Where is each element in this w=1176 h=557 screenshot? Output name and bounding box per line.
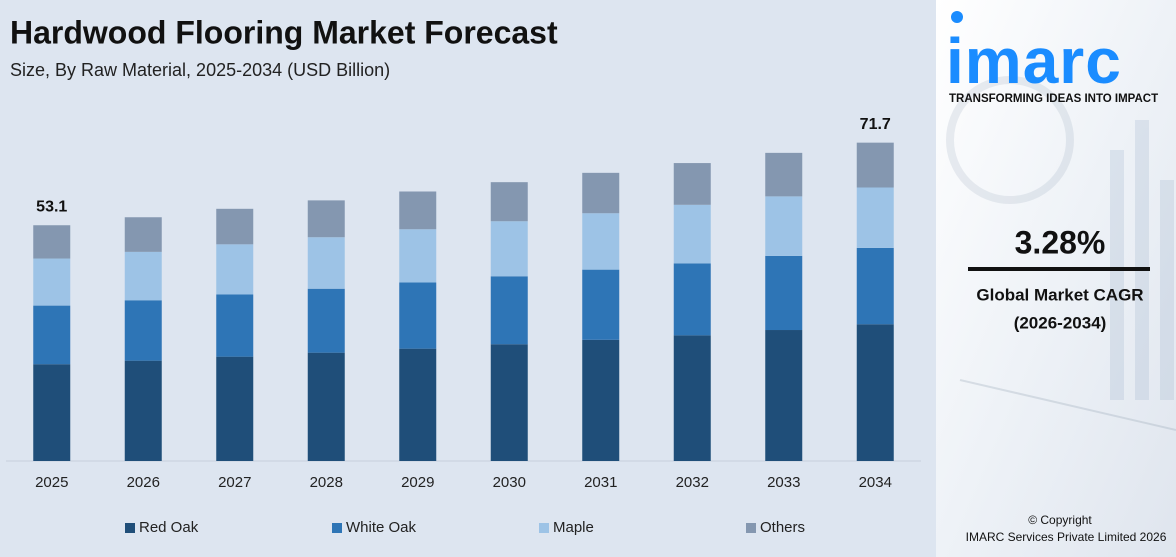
x-tick-label: 2033 xyxy=(767,474,800,491)
chart-title: Hardwood Flooring Market Forecast xyxy=(10,14,558,50)
bar-segment xyxy=(490,182,528,222)
legend-label: Maple xyxy=(553,519,594,536)
bar-segment xyxy=(307,200,345,238)
bar-segment xyxy=(765,255,803,331)
cagr-label: Global Market CAGR xyxy=(976,285,1143,304)
bar-segment xyxy=(490,221,528,277)
bar-segment xyxy=(399,229,437,283)
cagr-period: (2026-2034) xyxy=(1014,313,1107,332)
bar-segment xyxy=(124,217,162,252)
bar-segment xyxy=(216,244,254,295)
bar-segment xyxy=(124,300,162,361)
bar-segment xyxy=(307,352,345,461)
bar-segment xyxy=(124,251,162,301)
bar-segment xyxy=(33,305,71,365)
bar-segment xyxy=(307,288,345,353)
side-decoration xyxy=(946,76,1176,431)
bar-segment xyxy=(673,204,711,264)
legend-swatch xyxy=(125,523,135,533)
bar-segment xyxy=(765,196,803,256)
bar-segment xyxy=(490,344,528,461)
x-tick-label: 2029 xyxy=(401,474,434,491)
x-tick-label: 2031 xyxy=(584,474,617,491)
x-tick-label: 2030 xyxy=(493,474,526,491)
legend-swatch xyxy=(746,523,756,533)
bar-segment xyxy=(216,294,254,357)
chart-subtitle: Size, By Raw Material, 2025-2034 (USD Bi… xyxy=(10,60,390,80)
x-tick-label: 2026 xyxy=(127,474,160,491)
x-tick-label: 2034 xyxy=(859,474,892,491)
total-label: 71.7 xyxy=(860,116,891,133)
bar-segment xyxy=(33,364,71,461)
copyright: © Copyright xyxy=(1028,513,1092,527)
bar-segment xyxy=(673,335,711,461)
company: IMARC Services Private Limited 2026 xyxy=(966,530,1167,544)
bar-segment xyxy=(399,348,437,461)
bar-segment xyxy=(582,269,620,340)
legend-swatch xyxy=(539,523,549,533)
legend-label: Others xyxy=(760,519,805,536)
bar-segment xyxy=(673,163,711,205)
bar-segment xyxy=(765,330,803,461)
bar-segment xyxy=(856,142,894,188)
bar-segment xyxy=(582,339,620,461)
bar-segment xyxy=(33,258,71,306)
side-panel-background xyxy=(936,0,1176,557)
bar-segment xyxy=(856,187,894,248)
legend-swatch xyxy=(332,523,342,533)
bar-segment xyxy=(673,263,711,336)
bar-segment xyxy=(307,237,345,289)
bar-segment xyxy=(490,276,528,345)
tagline: TRANSFORMING IDEAS INTO IMPACT xyxy=(949,93,1158,105)
bar-segment xyxy=(582,172,620,214)
logo: imarc xyxy=(946,25,1122,97)
x-tick-label: 2032 xyxy=(676,474,709,491)
total-label: 53.1 xyxy=(36,198,67,215)
bar-segment xyxy=(399,191,437,230)
x-tick-label: 2028 xyxy=(310,474,343,491)
cagr-value: 3.28% xyxy=(1015,224,1106,260)
bar-segment xyxy=(582,213,620,270)
legend-label: White Oak xyxy=(346,519,417,536)
x-tick-label: 2025 xyxy=(35,474,68,491)
bar-segment xyxy=(33,225,71,259)
bar-segment xyxy=(399,282,437,349)
logo-dot xyxy=(951,11,963,23)
bar-segment xyxy=(856,324,894,461)
x-tick-label: 2027 xyxy=(218,474,251,491)
legend-label: Red Oak xyxy=(139,519,199,536)
bar-segment xyxy=(765,152,803,197)
bar-segment xyxy=(124,360,162,461)
bar-segment xyxy=(856,247,894,325)
bar-segment xyxy=(216,356,254,461)
bar-segment xyxy=(216,208,254,245)
